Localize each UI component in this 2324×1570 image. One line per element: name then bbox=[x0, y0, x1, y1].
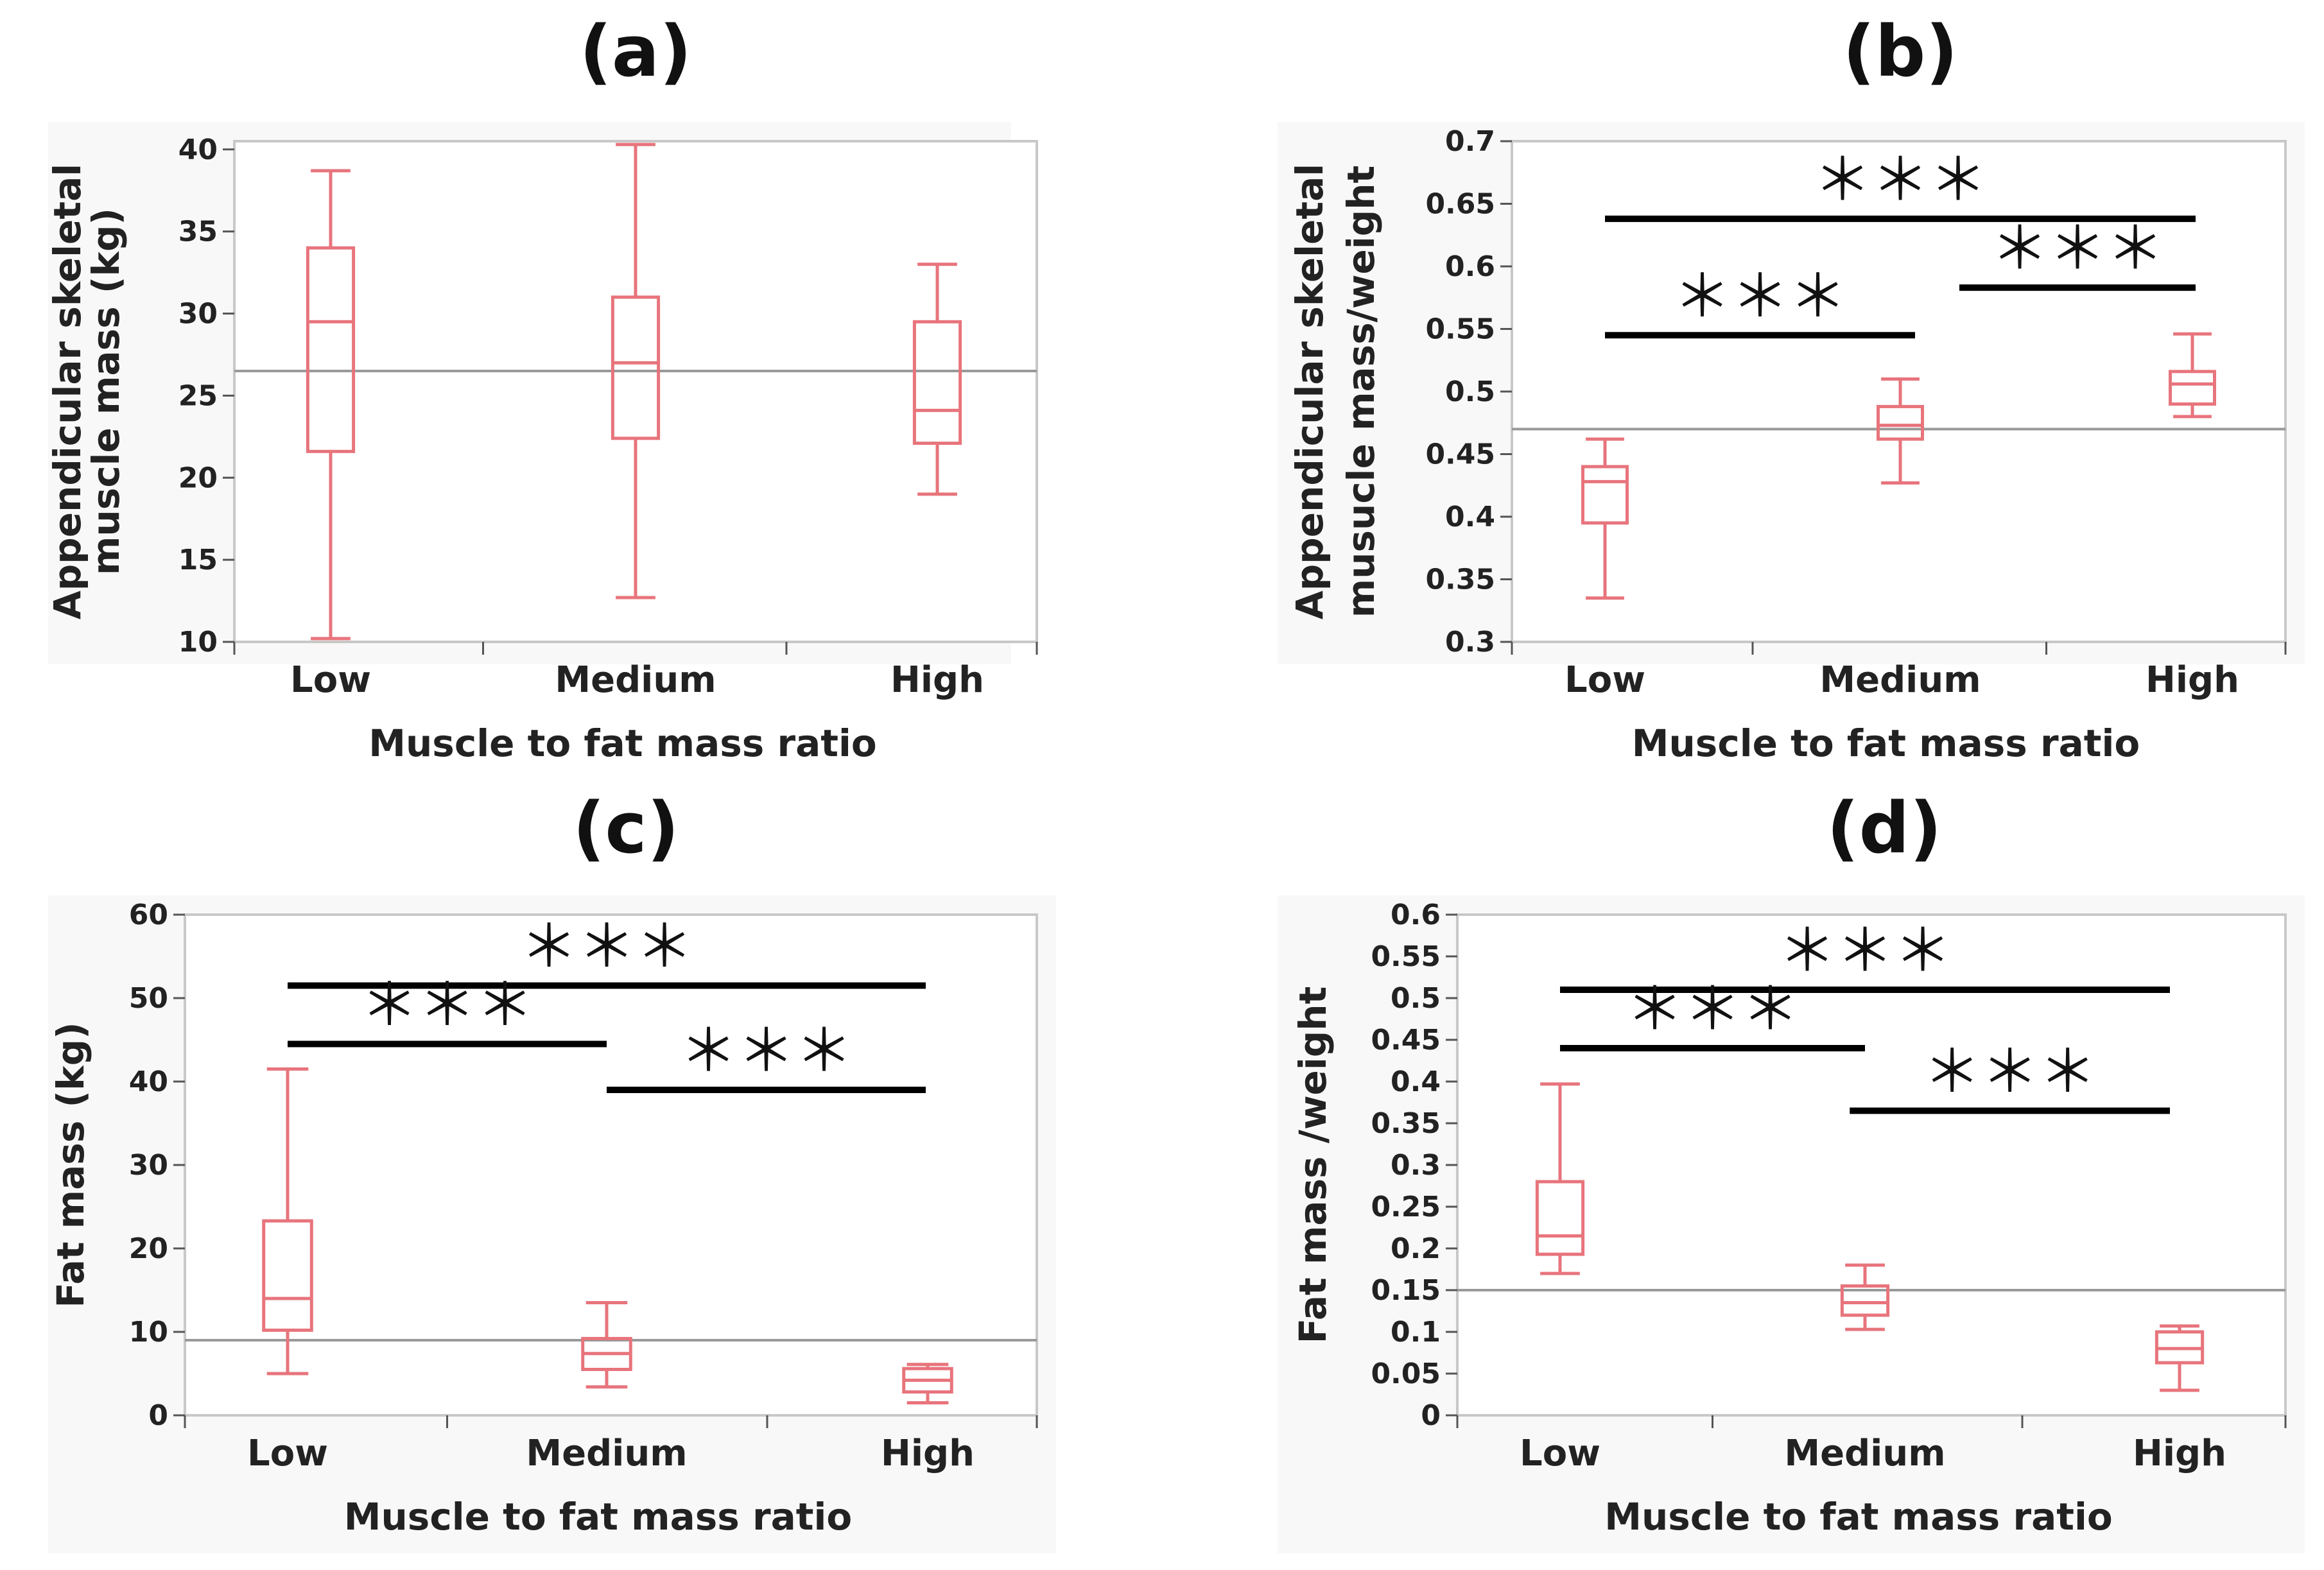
significance-label: ＊＊＊ bbox=[1778, 917, 1952, 985]
y-tick-label: 0.6 bbox=[1391, 899, 1441, 931]
box-plot-high bbox=[2155, 1324, 2205, 1392]
y-tick-label: 40 bbox=[178, 134, 218, 166]
box-iqr bbox=[912, 320, 962, 445]
y-tick-label: 0.3 bbox=[1391, 1149, 1441, 1182]
y-tick-label: 0.35 bbox=[1425, 564, 1495, 596]
plot-frame bbox=[184, 913, 1038, 1417]
y-tick-label: 0.05 bbox=[1371, 1358, 1441, 1390]
y-tick-label: 10 bbox=[129, 1316, 168, 1349]
x-category-label: High bbox=[2146, 659, 2239, 701]
significance-label: ＊＊＊ bbox=[1626, 976, 1799, 1043]
significance-label: ＊＊＊ bbox=[1814, 146, 1987, 214]
y-tick-label: 0.4 bbox=[1445, 501, 1495, 533]
box-iqr bbox=[1840, 1284, 1890, 1317]
y-tick-label: 15 bbox=[178, 544, 218, 576]
y-tick-label: 0 bbox=[148, 1399, 168, 1432]
panel-title: (a) bbox=[580, 10, 692, 92]
y-axis-title: Fat mass /weight bbox=[1291, 987, 1335, 1344]
y-tick-label: 0 bbox=[1421, 1399, 1441, 1432]
x-category-label: Low bbox=[290, 659, 371, 701]
y-tick-label: 10 bbox=[178, 626, 218, 659]
y-tick-label: 0.15 bbox=[1371, 1274, 1441, 1307]
y-axis-title: Appendicular skeletal bbox=[1288, 164, 1331, 619]
x-category-label: Low bbox=[1520, 1433, 1600, 1474]
y-tick-label: 0.4 bbox=[1391, 1065, 1441, 1098]
chart-panel-1: (a) 10 15 20 25 30 35 40 Low Medium High Muscle to … bbox=[46, 10, 1038, 765]
y-tick-label: 0.5 bbox=[1445, 375, 1495, 408]
box-iqr bbox=[2169, 370, 2216, 406]
x-axis-title: Muscle to fat mass ratio bbox=[1632, 721, 2140, 765]
box-iqr bbox=[1535, 1180, 1585, 1256]
x-category-label: High bbox=[2133, 1433, 2226, 1474]
y-tick-label: 0.55 bbox=[1371, 940, 1441, 973]
y-tick-label: 20 bbox=[129, 1232, 168, 1265]
y-tick-label: 0.45 bbox=[1371, 1024, 1441, 1057]
y-tick-label: 0.65 bbox=[1425, 188, 1495, 221]
y-tick-label: 0.3 bbox=[1445, 626, 1495, 659]
x-category-label: Low bbox=[1565, 659, 1645, 701]
y-tick-label: 0.5 bbox=[1391, 982, 1441, 1015]
x-category-label: Medium bbox=[555, 659, 716, 701]
box-plot-medium bbox=[1840, 1263, 1890, 1331]
y-tick-label: 0.6 bbox=[1445, 250, 1495, 283]
box-plot-high bbox=[902, 1363, 953, 1404]
y-axis-title: Appendicular skeletal bbox=[46, 164, 89, 619]
y-tick-label: 35 bbox=[178, 216, 218, 248]
y-tick-label: 60 bbox=[129, 899, 168, 931]
x-category-label: Medium bbox=[526, 1433, 687, 1474]
y-tick-label: 0.7 bbox=[1445, 125, 1495, 158]
box-plot-low bbox=[1535, 1082, 1585, 1275]
box-plot-high bbox=[912, 263, 962, 496]
significance-label: ＊＊＊ bbox=[361, 972, 534, 1039]
box-plot-medium bbox=[581, 1301, 632, 1389]
x-axis-title: Muscle to fat mass ratio bbox=[344, 1495, 852, 1539]
y-tick-label: 0.45 bbox=[1425, 438, 1495, 471]
x-axis-title: Muscle to fat mass ratio bbox=[369, 721, 876, 765]
box-plot-low bbox=[1581, 437, 1629, 600]
y-tick-label: 0.2 bbox=[1391, 1232, 1441, 1265]
chart-panel-4: (d) 0 0.05 0.1 0.15 0.2 0.25 0.3 0.35 0.4 0.45 0.5 0… bbox=[1278, 787, 2305, 1553]
y-axis-title: muscle mass (kg) bbox=[84, 208, 128, 575]
y-axis-title: Fat mass (kg) bbox=[49, 1022, 92, 1307]
panel-title: (d) bbox=[1826, 787, 1941, 869]
y-tick-label: 0.55 bbox=[1425, 313, 1495, 346]
significance-label: ＊＊＊ bbox=[520, 913, 693, 981]
box-iqr bbox=[1877, 404, 1924, 441]
x-category-label: Medium bbox=[1784, 1433, 1945, 1474]
box-iqr bbox=[611, 295, 661, 440]
y-tick-label: 0.1 bbox=[1391, 1316, 1441, 1349]
y-tick-label: 0.25 bbox=[1371, 1191, 1441, 1223]
y-tick-label: 50 bbox=[129, 982, 168, 1015]
chart-panel-3: (c) 0 10 20 30 40 50 60 Low Medium High Muscle to f… bbox=[48, 787, 1056, 1553]
significance-label: ＊＊＊ bbox=[1674, 263, 1847, 330]
x-category-label: Low bbox=[247, 1433, 328, 1474]
y-tick-label: 30 bbox=[129, 1149, 168, 1182]
y-axis-title: musucle mass/weight bbox=[1339, 166, 1383, 617]
x-axis-title: Muscle to fat mass ratio bbox=[1604, 1495, 2112, 1539]
box-iqr bbox=[262, 1219, 313, 1332]
y-tick-label: 25 bbox=[178, 379, 218, 412]
box-plot-low bbox=[262, 1067, 313, 1376]
significance-label: ＊＊＊ bbox=[1923, 1039, 2097, 1106]
panel-title: (b) bbox=[1843, 10, 1957, 92]
panel-title: (c) bbox=[573, 787, 679, 869]
y-tick-label: 40 bbox=[129, 1065, 168, 1098]
x-category-label: High bbox=[881, 1433, 975, 1474]
significance-label: ＊＊＊ bbox=[1991, 215, 2164, 282]
x-category-label: Medium bbox=[1819, 659, 1981, 701]
box-iqr bbox=[1581, 465, 1629, 525]
y-tick-label: 30 bbox=[178, 298, 218, 331]
y-tick-label: 0.35 bbox=[1371, 1107, 1441, 1140]
significance-label: ＊＊＊ bbox=[680, 1017, 853, 1085]
y-tick-label: 20 bbox=[178, 462, 218, 494]
chart-panel-2: (b) 0.3 0.35 0.4 0.45 0.5 0.55 0.6 0.65 0.7 Low Med… bbox=[1278, 10, 2305, 765]
x-category-label: High bbox=[890, 659, 984, 701]
box-iqr bbox=[306, 246, 356, 453]
box-plot-medium bbox=[1877, 377, 1924, 485]
box-plot-high bbox=[2169, 332, 2216, 418]
box-plot-medium bbox=[611, 142, 661, 600]
box-plot-low bbox=[306, 169, 356, 641]
